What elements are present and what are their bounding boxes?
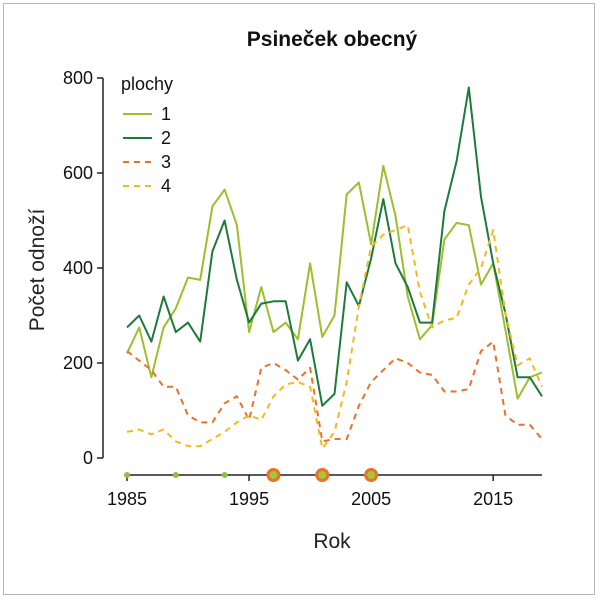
x-tick-label: 1995 [229,489,269,509]
year-markers [124,468,379,482]
year-marker [172,472,179,478]
y-tick-label: 200 [63,353,93,373]
series-line-3 [126,340,543,443]
axes: 0 200 400 600 800 1985 1995 2005 2015 [63,68,542,509]
year-marker [266,468,281,482]
year-marker [124,472,130,478]
y-tick-label: 800 [63,68,93,88]
legend-label-3: 3 [161,152,171,172]
x-axis-label: Rok [313,530,351,553]
x-tick-label: 2005 [351,489,391,509]
legend-label-1: 1 [161,104,171,124]
legend-label-2: 2 [161,128,171,148]
x-tick-label: 2015 [473,489,513,509]
year-marker [364,468,379,482]
y-tick-label: 400 [63,258,93,278]
y-tick-label: 0 [83,448,93,468]
year-marker [315,468,330,482]
series-line-2 [126,86,543,407]
y-axis-label: Počet odnoží [26,209,49,332]
legend: plochy 1 2 3 4 [121,74,173,196]
series-line-4 [126,224,543,450]
chart-frame [3,3,595,595]
series-line-1 [126,164,543,400]
year-marker [221,472,228,478]
chart-title: Psineček obecný [247,28,418,51]
legend-label-4: 4 [161,176,171,196]
y-tick-label: 600 [63,163,93,183]
plot-area [126,86,543,450]
legend-title: plochy [121,74,173,94]
x-tick-label: 1985 [107,489,147,509]
